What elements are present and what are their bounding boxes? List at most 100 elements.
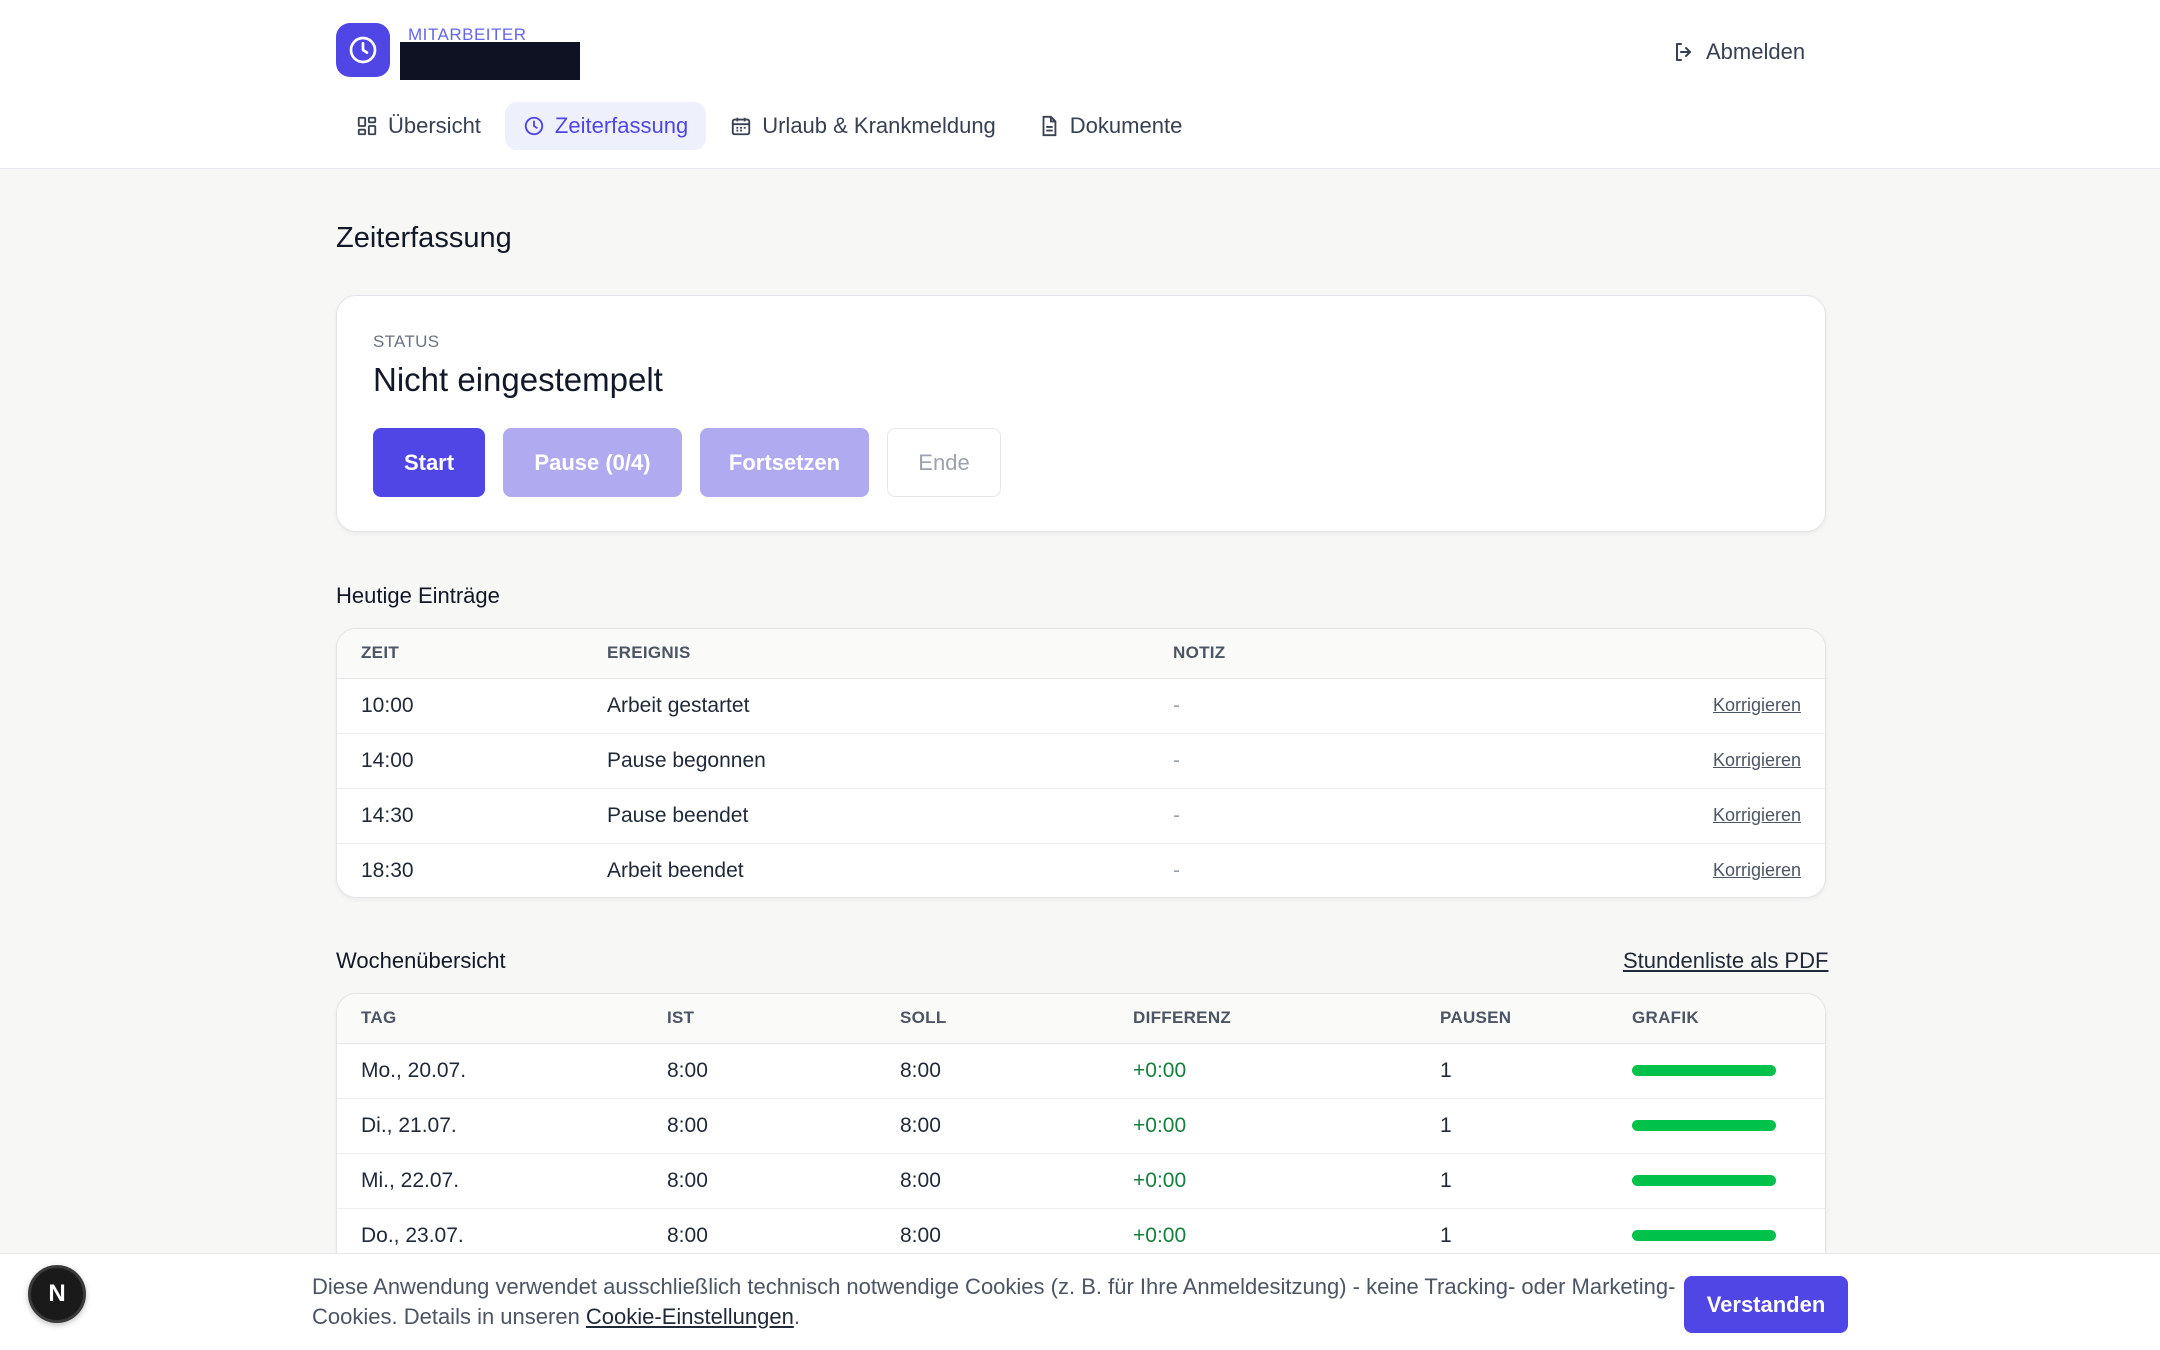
week-target: 8:00 [900,1153,1133,1209]
week-day: Do., 23.07. [361,1223,464,1247]
entry-note: - [1173,788,1643,844]
week-graphic [1632,1043,1825,1099]
column-header: TAG [337,994,667,1044]
column-header: PAUSEN [1440,994,1632,1044]
table-row: Mo., 20.07. 8:00 8:00 +0:00 1 [337,1043,1825,1099]
week-actual: 8:00 [667,1043,900,1099]
entries-table: ZEIT EREIGNIS NOTIZ 10:00 Arbeit gestart… [336,628,1826,898]
week-title: Wochenübersicht [336,948,506,973]
week-pauses: 1 [1440,1153,1632,1209]
table-header-row: ZEIT EREIGNIS NOTIZ [337,629,1825,679]
calendar-icon [732,117,751,136]
resume-button[interactable]: Fortsetzen [700,428,869,497]
entry-time: 10:00 [337,678,607,734]
progress-bar [1632,1230,1776,1242]
status-label: STATUS [373,332,440,351]
nav-item-label: Zeiterfassung [554,113,689,138]
week-pauses: 1 [1440,1223,1452,1247]
status-value: Nicht eingestempelt [373,361,663,398]
week-pauses: 1 [1440,1043,1632,1099]
clock-icon [349,36,377,64]
entry-time: 14:00 [337,733,607,789]
table-row: 10:00 Arbeit gestartet - Korrigieren [337,678,1825,734]
column-header: IST [667,994,900,1044]
role-label: MITARBEITER [408,25,527,44]
column-header: SOLL [900,994,1133,1044]
cookie-text-main: Diese Anwendung verwendet ausschließlich… [312,1274,1676,1329]
status-card: STATUS Nicht eingestempelt Start Pause (… [336,295,1826,532]
correct-link[interactable]: Korrigieren [1643,788,1825,844]
end-button[interactable]: Ende [887,428,1001,497]
page-title: Zeiterfassung [336,222,512,254]
cookie-text: Diese Anwendung verwendet ausschließlich… [312,1272,1682,1332]
table-row: Di., 21.07. 8:00 8:00 +0:00 1 [337,1098,1825,1154]
week-actual: 8:00 [667,1098,900,1154]
app-header: MITARBEITER Abmelden Übersicht Zeiterfas… [0,0,2160,169]
column-header-empty [1643,629,1825,679]
week-graphic [1632,1153,1825,1209]
pause-button[interactable]: Pause (0/4) [503,428,682,497]
dev-tools-badge[interactable]: N [28,1265,86,1323]
progress-bar [1632,1065,1776,1076]
nav-item-leave[interactable]: Urlaub & Krankmeldung [712,102,1014,150]
week-table: TAG IST SOLL DIFFERENZ PAUSEN GRAFIK Mo.… [336,993,1826,1293]
table-row: 14:30 Pause beendet - Korrigieren [337,788,1825,844]
table-row: Mi., 22.07. 8:00 8:00 +0:00 1 [337,1153,1825,1209]
week-target: 8:00 [900,1098,1133,1154]
nav-item-label: Übersicht [388,113,481,138]
start-button[interactable]: Start [373,428,485,497]
cookie-banner: Diese Anwendung verwendet ausschließlich… [0,1253,2160,1350]
week-actual: 8:00 [667,1153,900,1209]
entry-event: Arbeit gestartet [607,678,1173,734]
logout-icon [1676,43,1691,61]
cookie-accept-button[interactable]: Verstanden [1684,1276,1848,1333]
main-nav: Übersicht Zeiterfassung Urlaub & Krankme… [338,102,1200,150]
week-actual: 8:00 [667,1223,708,1247]
table-row: 14:00 Pause begonnen - Korrigieren [337,733,1825,789]
nav-item-documents[interactable]: Dokumente [1020,102,1201,150]
nav-item-label: Dokumente [1069,113,1183,138]
week-target: 8:00 [900,1223,941,1247]
entry-note: - [1173,858,1180,882]
table-header-row: TAG IST SOLL DIFFERENZ PAUSEN GRAFIK [337,994,1825,1044]
entry-time: 14:30 [337,788,607,844]
table-row: 18:30 Arbeit beendet - Korrigieren [337,843,1825,897]
week-day: Mi., 22.07. [337,1153,667,1209]
column-header: ZEIT [337,629,607,679]
week-day: Mo., 20.07. [337,1043,667,1099]
week-graphic [1632,1208,1825,1263]
column-header: EREIGNIS [607,629,1173,679]
week-difference: +0:00 [1133,1098,1440,1154]
table-row: Do., 23.07. 8:00 8:00 +0:00 1 [337,1208,1825,1263]
week-graphic [1632,1098,1825,1154]
progress-bar [1632,1120,1776,1131]
grid-icon [357,116,377,136]
week-difference: +0:00 [1133,1043,1440,1099]
clock-icon [524,116,544,136]
logout-label: Abmelden [1706,39,1806,64]
cookie-text-end: . [793,1304,800,1329]
week-difference: +0:00 [1133,1223,1187,1247]
cookie-settings-link[interactable]: Cookie-Einstellungen [585,1304,794,1329]
entry-event: Arbeit beendet [607,858,744,882]
entry-event: Pause begonnen [607,733,1173,789]
nav-item-overview[interactable]: Übersicht [338,102,499,150]
entry-note: - [1173,733,1643,789]
correct-link[interactable]: Korrigieren [1643,678,1825,734]
logout-button[interactable]: Abmelden [1672,36,1805,68]
pdf-export-link[interactable]: Stundenliste als PDF [1623,948,1829,973]
entry-time: 18:30 [361,858,414,882]
entries-title: Heutige Einträge [336,583,500,608]
column-header: DIFFERENZ [1133,994,1440,1044]
column-header: NOTIZ [1173,629,1643,679]
entry-event: Pause beendet [607,788,1173,844]
week-day: Di., 21.07. [337,1098,667,1154]
user-name-redacted [400,42,580,80]
nav-item-time-tracking[interactable]: Zeiterfassung [504,102,707,150]
correct-link[interactable]: Korrigieren [1643,733,1825,789]
correct-link[interactable]: Korrigieren [1712,860,1801,881]
week-pauses: 1 [1440,1098,1632,1154]
entry-note: - [1173,678,1643,734]
nav-item-label: Urlaub & Krankmeldung [762,113,996,138]
week-difference: +0:00 [1133,1153,1440,1209]
